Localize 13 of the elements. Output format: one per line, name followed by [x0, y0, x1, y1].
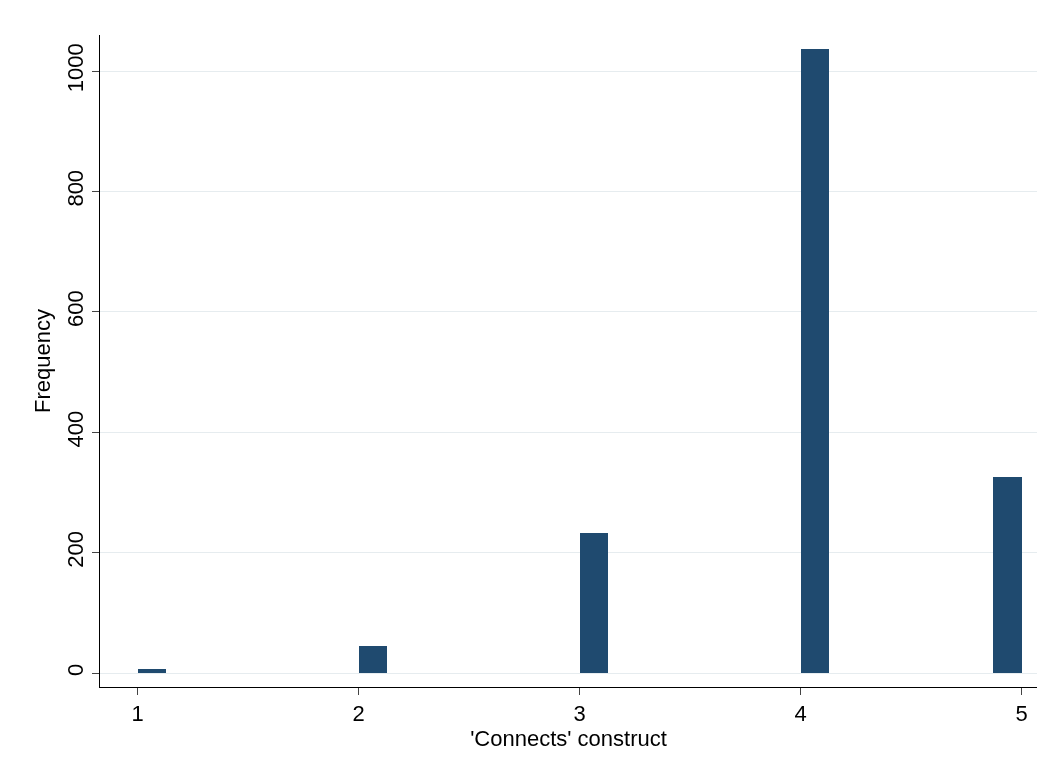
x-tick-label: 3 — [573, 701, 586, 727]
x-tick-label: 5 — [1015, 701, 1028, 727]
y-tick-label: 1000 — [63, 43, 89, 93]
y-tick-label: 600 — [63, 290, 89, 327]
y-axis-title: Frequency — [30, 309, 55, 413]
y-tick-label: 800 — [63, 169, 89, 207]
y-tick-label: 400 — [63, 410, 89, 448]
y-tick-label: 0 — [63, 663, 89, 676]
y-tick-label: 200 — [63, 531, 89, 568]
x-axis-title: 'Connects' construct — [470, 726, 667, 752]
x-tick-label: 4 — [794, 701, 807, 727]
x-tick-label: 2 — [352, 701, 365, 727]
x-tick-label: 1 — [131, 701, 144, 727]
